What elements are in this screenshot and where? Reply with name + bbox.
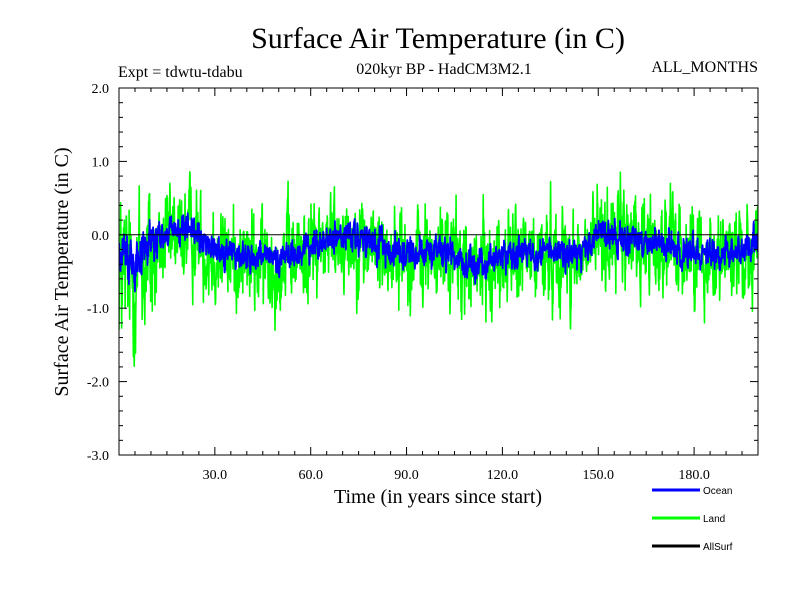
x-tick-label: 180.0 <box>678 468 710 483</box>
period-label: ALL_MONTHS <box>651 59 758 76</box>
series-layer <box>119 171 758 367</box>
legend-label-ocean: Ocean <box>703 486 732 497</box>
x-tick-label: 90.0 <box>394 468 419 483</box>
series-line-land <box>119 171 758 367</box>
y-tick-label: -2.0 <box>87 376 109 391</box>
x-axis-label: Time (in years since start) <box>334 486 542 508</box>
x-tick-labels: 30.0 60.0 90.0 120.0 150.0 180.0 <box>203 468 710 483</box>
chart-subtitle: 020kyr BP - HadCM3M2.1 <box>356 61 531 78</box>
chart-title: Surface Air Temperature (in C) <box>251 22 625 55</box>
y-tick-label: 0.0 <box>92 229 110 244</box>
y-tick-label: 1.0 <box>92 155 110 170</box>
experiment-label: Expt = tdwtu-tdabu <box>118 64 243 81</box>
legend-label-land: Land <box>703 514 725 525</box>
y-tick-label: -3.0 <box>87 449 109 464</box>
x-tick-label: 150.0 <box>583 468 615 483</box>
y-tick-label: -1.0 <box>87 302 109 317</box>
legend-label-allsurf: AllSurf <box>703 542 733 553</box>
x-tick-label: 60.0 <box>298 468 323 483</box>
y-tick-labels: -3.0 -2.0 -1.0 0.0 1.0 2.0 <box>87 82 109 464</box>
x-tick-label: 30.0 <box>203 468 228 483</box>
x-tick-label: 120.0 <box>487 468 519 483</box>
y-axis-label: Surface Air Temperature (in C) <box>51 147 73 396</box>
tick-layer <box>118 87 759 456</box>
series-line-ocean <box>119 212 758 293</box>
y-tick-label: 2.0 <box>92 82 110 97</box>
legend: Ocean Land AllSurf <box>652 486 733 553</box>
